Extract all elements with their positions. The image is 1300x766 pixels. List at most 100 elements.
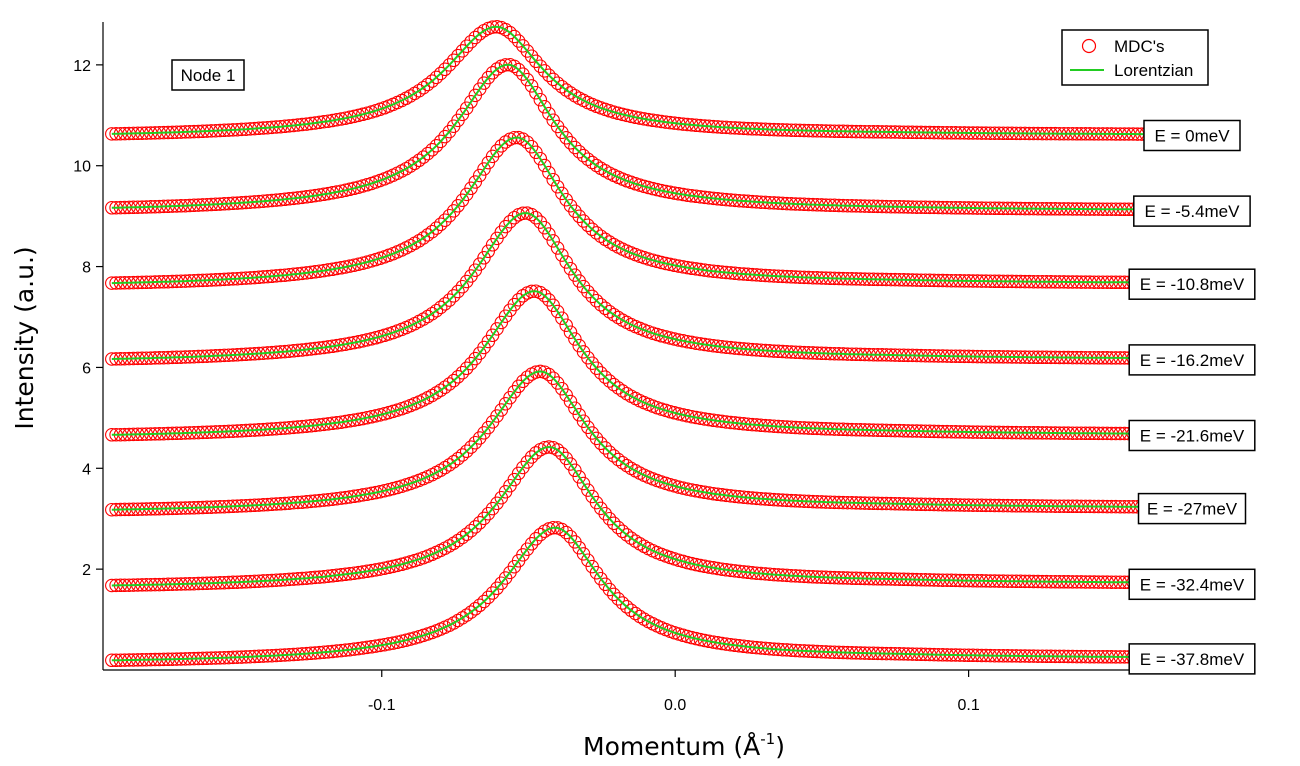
mdc-point <box>420 228 435 242</box>
mdc-point <box>555 446 569 461</box>
mdc-point <box>485 586 500 600</box>
mdc-point <box>468 435 483 450</box>
mdc-point <box>667 258 682 273</box>
x-tick-label: 0.1 <box>957 697 979 714</box>
x-axis-title-suffix: ) <box>775 732 785 761</box>
mdc-point <box>464 523 478 538</box>
mdc-point <box>702 634 716 649</box>
mdc-point <box>455 365 470 380</box>
mdc-point <box>477 426 491 440</box>
mdc-point <box>620 600 634 614</box>
energy-label-4: E = -21.6meV <box>1128 419 1256 452</box>
mdc-point <box>420 146 435 161</box>
legend: MDC's Lorentzian <box>1061 29 1209 86</box>
y-tick-label: 12 <box>73 58 91 75</box>
mdc-point <box>490 581 504 596</box>
mdc-point <box>425 143 439 157</box>
mdc-point <box>684 556 699 571</box>
mdc-point <box>602 374 617 388</box>
mdc-point <box>442 208 457 223</box>
mdc-point <box>581 284 595 299</box>
series-6 <box>105 440 1240 593</box>
mdc-point <box>442 58 457 72</box>
mdc-point <box>472 168 487 183</box>
mdc-point <box>343 259 357 273</box>
mdc-point <box>594 436 608 451</box>
mdc-point <box>360 333 374 347</box>
mdc-point <box>520 135 535 149</box>
mdc-point <box>555 248 569 262</box>
mdc-point <box>472 431 487 445</box>
mdc-point <box>451 284 465 299</box>
mdc-point <box>680 409 695 423</box>
mdc-point <box>563 529 578 544</box>
mdc-point <box>511 293 526 307</box>
mdc-point <box>537 158 552 173</box>
legend-marker-mdc <box>1081 38 1097 54</box>
mdc-point <box>503 214 517 229</box>
energy-label-text: E = -16.2meV <box>1140 351 1245 370</box>
mdc-point <box>585 222 599 237</box>
mdc-point <box>663 185 677 200</box>
mdc-point <box>555 311 569 325</box>
mdc-point <box>550 76 565 90</box>
mdc-point <box>589 431 604 446</box>
mdc-point <box>516 39 530 53</box>
y-tick-label: 6 <box>82 360 91 377</box>
lorentzian-fit-line <box>111 370 1233 511</box>
mdc-point <box>477 251 491 265</box>
mdc-point <box>546 172 560 187</box>
mdc-point <box>576 214 591 228</box>
mdc-point <box>477 594 491 609</box>
mdc-point <box>633 111 647 125</box>
x-axis-title-superscript: -1 <box>760 730 775 748</box>
mdc-point <box>572 144 586 159</box>
mdc-point <box>520 455 535 469</box>
series-0 <box>105 20 1240 142</box>
lorentzian-fit-line <box>111 212 1233 360</box>
mdc-point <box>568 140 582 155</box>
mdc-point <box>524 537 539 551</box>
mdc-point <box>416 80 431 95</box>
energy-label-6: E = -32.4meV <box>1128 568 1256 601</box>
energy-label-text: E = -32.4meV <box>1140 575 1245 594</box>
y-tick-label: 2 <box>82 562 91 579</box>
mdc-point <box>360 410 374 425</box>
mdc-point <box>356 411 370 426</box>
mdc-point <box>529 85 543 100</box>
mdc-point <box>451 451 465 466</box>
mdc-point <box>420 77 435 92</box>
mdc-point <box>343 336 357 351</box>
mdc-point <box>602 235 617 249</box>
y-tick-label: 10 <box>73 159 91 176</box>
mdc-point <box>684 483 699 497</box>
mdc-point <box>598 577 612 592</box>
mdc-point <box>559 131 573 145</box>
mdc-point <box>386 636 400 650</box>
mdc-point <box>533 285 548 300</box>
mdc-point <box>343 110 357 125</box>
mdc-point <box>520 370 535 384</box>
axes <box>102 22 1130 671</box>
mdc-point <box>550 179 565 194</box>
mdc-point <box>325 186 340 200</box>
mdc-point <box>446 289 461 303</box>
mdc-point <box>671 480 686 494</box>
y-tick-label: 4 <box>82 461 91 478</box>
mdc-point <box>451 533 465 548</box>
energy-label-box <box>1133 195 1251 227</box>
mdc-point <box>364 410 379 424</box>
mdc-point <box>382 637 396 651</box>
mdc-point <box>680 334 695 349</box>
mdc-point <box>446 373 461 388</box>
mdc-point <box>607 449 621 463</box>
mdc-point <box>429 303 444 318</box>
mdc-point <box>676 334 690 348</box>
mdc-point <box>607 377 621 392</box>
mdc-point <box>425 224 439 239</box>
mdc-point <box>330 185 344 199</box>
mdc-point <box>689 557 703 572</box>
lorentzian-fit-line <box>111 526 1233 662</box>
mdc-point <box>494 139 509 153</box>
